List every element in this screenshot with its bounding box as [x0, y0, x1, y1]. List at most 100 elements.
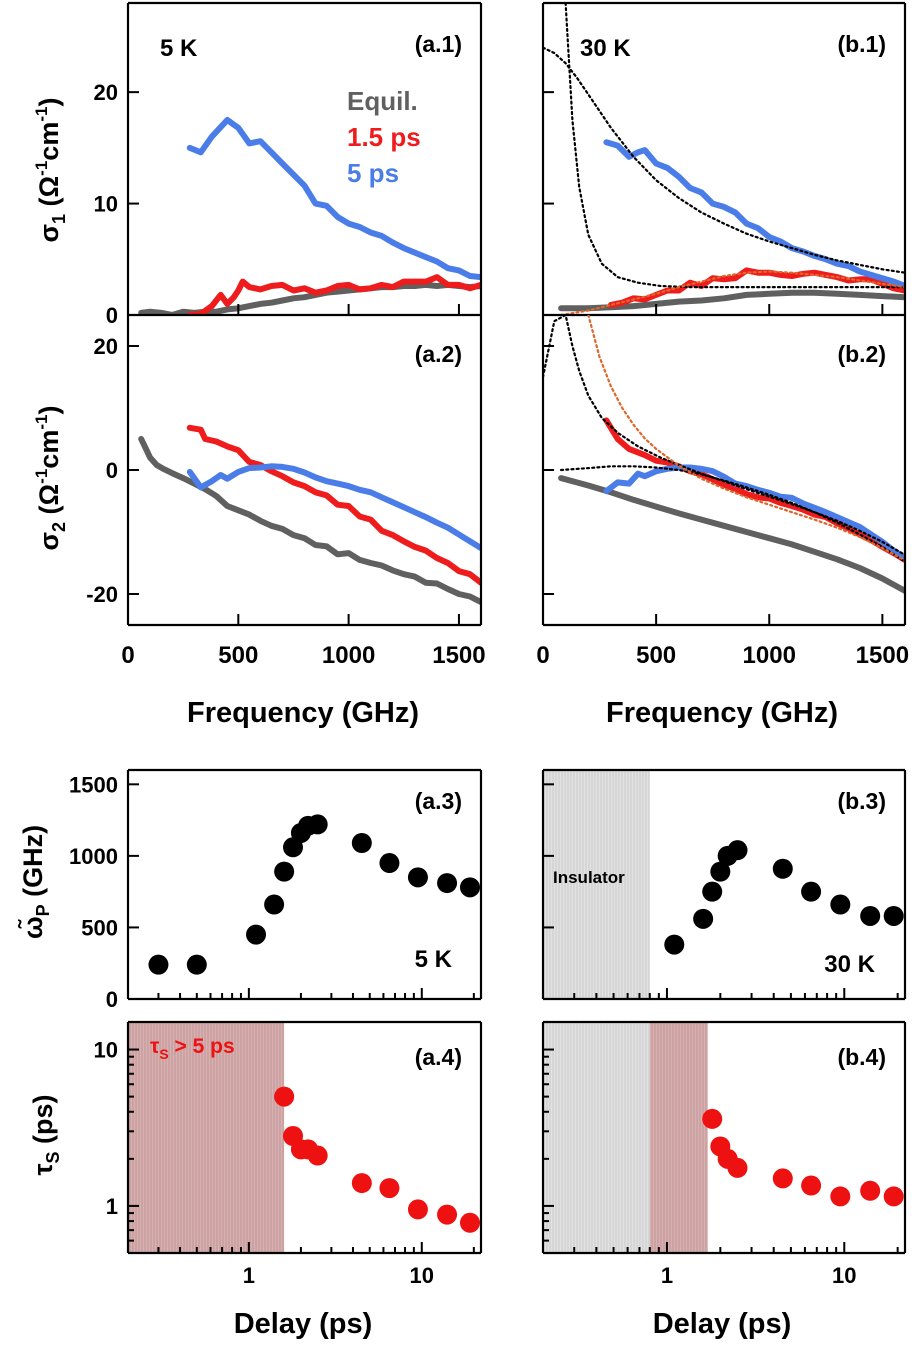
data-point — [274, 861, 295, 882]
panel-a2: -20 0 20 0 500 1000 1500 — [86, 315, 486, 669]
fit-curve — [559, 465, 905, 563]
plot-area — [702, 1108, 904, 1207]
ylabel-sigma2-close: ) — [34, 406, 64, 415]
panel-label-b1: (b.1) — [837, 31, 886, 57]
temp-label-b3: 30 K — [824, 951, 875, 978]
xlabel-frequency-b: Frequency (GHz) — [606, 697, 838, 729]
panel-b4: 1 10 — [541, 1020, 907, 1288]
ylabel-sigma1-sub: 1 — [49, 214, 69, 224]
ylabel-sigma2-exp2: -1 — [32, 415, 51, 430]
data-point — [830, 1186, 851, 1207]
ytick-label: 0 — [106, 303, 118, 328]
data-point — [437, 873, 458, 894]
fit-curve — [543, 46, 905, 274]
ylabel-sigma1-cm: cm — [34, 122, 64, 161]
tau-note-symbol: τ — [150, 1035, 160, 1058]
data-point — [437, 1204, 458, 1225]
ylabel-sigma2-exp1: -1 — [32, 469, 51, 484]
data-point — [307, 1145, 328, 1166]
ylabel-sigma1-exp2: -1 — [32, 107, 51, 122]
ylabel-sigma1-sym: σ — [34, 224, 64, 242]
ylabel-sigma2-sub: 2 — [49, 522, 69, 532]
ticks — [542, 91, 884, 316]
series-line-1-5-ps — [186, 274, 481, 315]
ylabel-tau-sub: S — [43, 1151, 63, 1163]
ylabel-omega-sub: P — [33, 904, 53, 916]
ylabel-sigma1-exp1: -1 — [32, 161, 51, 176]
insulator-label: Insulator — [553, 868, 625, 887]
ticks — [127, 91, 460, 316]
panel-label-a1: (a.1) — [415, 31, 462, 57]
ytick-label: 1500 — [69, 772, 118, 797]
xtick-label: 500 — [218, 642, 258, 669]
ytick-label: 20 — [94, 80, 118, 105]
panel-b1 — [541, 1, 907, 317]
data-point — [693, 908, 714, 929]
data-point — [459, 877, 480, 898]
series-line-equil- — [558, 289, 905, 312]
ticks — [127, 345, 460, 625]
ylabel-tau-unit: (ps) — [28, 1094, 58, 1151]
ylabel-sigma1: σ1 (Ω-1cm-1) — [32, 98, 69, 243]
ytick-label: 0 — [106, 458, 118, 483]
data-point — [860, 1180, 881, 1201]
panel-b2: 0 500 1000 1500 — [536, 315, 909, 669]
series-line-5-ps — [603, 464, 905, 561]
series-line-5-ps — [186, 117, 481, 281]
ticks — [542, 783, 899, 1000]
fit-curve — [559, 270, 905, 315]
legend-5ps: 5 ps — [347, 158, 399, 188]
data-point — [407, 867, 428, 888]
data-point — [860, 905, 881, 926]
series-line-equil- — [558, 475, 905, 594]
data-point — [702, 881, 723, 902]
xtick-label: 1 — [243, 1263, 255, 1288]
axes-frame — [541, 1, 907, 317]
panel-label-a4: (a.4) — [415, 1044, 462, 1070]
data-point — [246, 924, 267, 945]
xtick-label: 0 — [536, 642, 549, 669]
data-point — [379, 853, 400, 874]
xlabel-delay-b: Delay (ps) — [653, 1308, 792, 1340]
axes-frame — [126, 1, 483, 317]
fit-curve — [543, 315, 905, 557]
ylabel-tau-sym: τ — [28, 1163, 58, 1175]
ytick-label: 1 — [106, 1194, 118, 1219]
data-point — [264, 894, 285, 915]
ylabel-omega-sym: ω̃ — [17, 916, 48, 939]
plot-area — [543, 3, 905, 315]
data-point — [727, 840, 748, 861]
series-line-1-5-ps — [186, 424, 481, 586]
data-point — [407, 1199, 428, 1220]
ylabel-sigma2-sym: σ — [34, 532, 64, 550]
ticks — [542, 1048, 899, 1254]
data-point — [186, 954, 207, 975]
tau-note: τS > 5 ps — [150, 1035, 235, 1062]
data-point — [351, 832, 372, 853]
ytick-label: 10 — [94, 192, 118, 217]
fit-curve — [564, 3, 905, 289]
ylabel-sigma1-open: (Ω — [34, 176, 64, 214]
fit-curve — [587, 315, 905, 562]
data-point — [459, 1212, 480, 1233]
plot-area — [148, 814, 480, 975]
xtick-label: 1500 — [432, 642, 485, 669]
xtick-label: 1500 — [856, 642, 909, 669]
ticks — [127, 783, 475, 1000]
data-point — [351, 1173, 372, 1194]
data-point — [148, 954, 169, 975]
ticks — [127, 1048, 475, 1254]
panel-label-b4: (b.4) — [837, 1044, 886, 1070]
data-point — [801, 881, 822, 902]
ylabel-sigma2: σ2 (Ω-1cm-1) — [32, 406, 69, 551]
panel-label-a3: (a.3) — [415, 788, 462, 814]
plot-area — [138, 424, 481, 606]
plot-area — [138, 117, 481, 315]
data-point — [710, 861, 731, 882]
data-point — [772, 858, 793, 879]
xlabel-delay-a: Delay (ps) — [234, 1308, 373, 1340]
data-point — [664, 934, 685, 955]
xtick-label: 10 — [832, 1263, 856, 1288]
xtick-label: 1000 — [322, 642, 375, 669]
data-point — [379, 1178, 400, 1199]
